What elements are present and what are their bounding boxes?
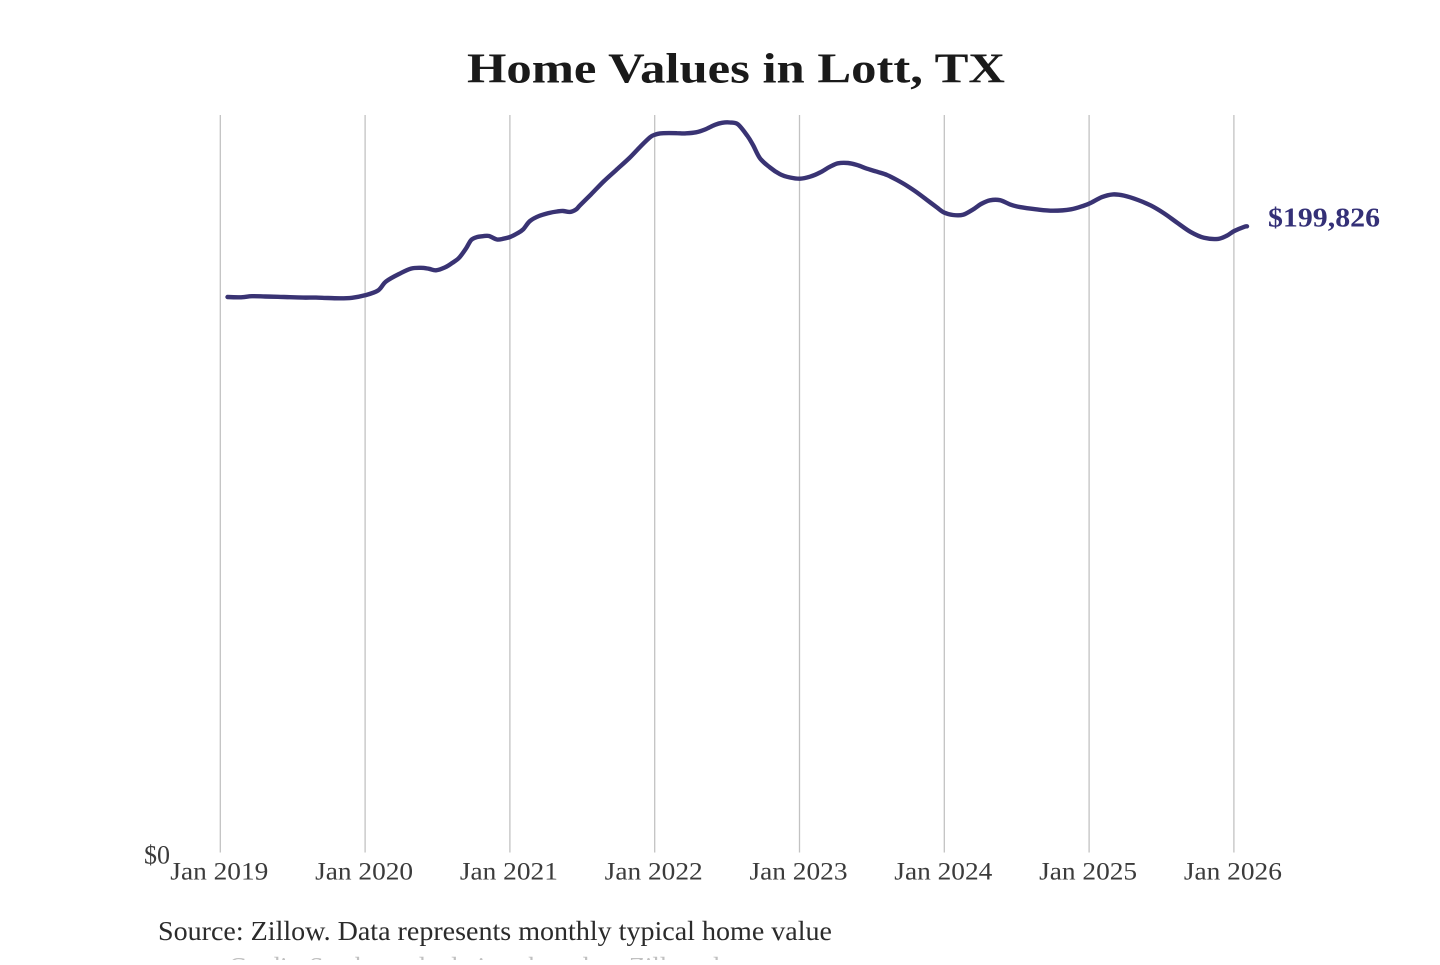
svg-text:Credit: Stacker calculations b: Credit: Stacker calculations based on Zi… <box>229 952 751 960</box>
svg-text:Jan 2025: Jan 2025 <box>1039 859 1137 886</box>
svg-text:Source: Zillow. Data represent: Source: Zillow. Data represents monthly … <box>158 916 832 946</box>
svg-text:Jan 2021: Jan 2021 <box>460 859 558 886</box>
svg-text:Jan 2022: Jan 2022 <box>605 859 703 886</box>
svg-text:Jan 2019: Jan 2019 <box>170 859 268 886</box>
svg-text:Jan 2024: Jan 2024 <box>894 859 993 886</box>
svg-text:$0: $0 <box>144 841 170 870</box>
svg-text:$199,826: $199,826 <box>1268 203 1380 233</box>
svg-text:Home Values in Lott, TX: Home Values in Lott, TX <box>467 47 1005 93</box>
svg-text:Jan 2026: Jan 2026 <box>1184 859 1282 886</box>
svg-text:Jan 2023: Jan 2023 <box>750 859 848 886</box>
svg-text:Jan 2020: Jan 2020 <box>315 859 413 886</box>
